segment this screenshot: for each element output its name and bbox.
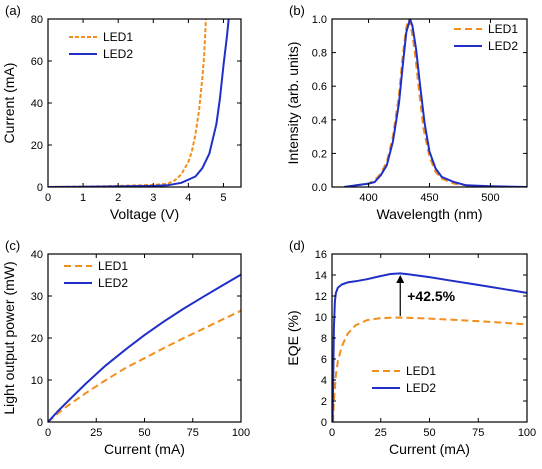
legend-label-led2: LED2 — [488, 39, 518, 53]
legend-label-led1: LED1 — [406, 364, 436, 378]
y-tick-label: 40 — [31, 98, 43, 110]
annotation-text: +42.5% — [407, 288, 455, 304]
y-tick-label: 40 — [31, 249, 43, 261]
series-line-led2 — [344, 19, 527, 187]
legend: LED1 LED2 — [454, 22, 518, 53]
panel-label: (b) — [289, 3, 305, 18]
y-tick-label: 60 — [31, 56, 43, 68]
x-tick-label: 450 — [420, 192, 438, 204]
y-tick-label: 14 — [315, 270, 327, 282]
series-line-led1 — [48, 309, 241, 422]
x-tick-label: 2 — [115, 192, 121, 204]
legend-label-led2: LED2 — [103, 47, 133, 61]
axes-frame — [331, 253, 528, 423]
series-line-led2 — [48, 273, 241, 422]
series-line-led2 — [332, 272, 527, 422]
y-tick-label: 0.4 — [312, 115, 327, 127]
panel-label: (c) — [5, 238, 20, 253]
legend-label-led1: LED1 — [488, 22, 518, 36]
x-axis-label: Current (mA) — [104, 441, 185, 457]
legend: LED1 LED2 — [372, 364, 436, 395]
y-axis-label: EQE (%) — [285, 310, 301, 365]
y-tick-label: 0.8 — [312, 48, 327, 60]
x-tick-label: 100 — [518, 427, 536, 439]
y-tick-label: 0 — [37, 182, 43, 194]
series-line-led1 — [344, 19, 527, 187]
x-tick-label: 500 — [481, 192, 499, 204]
y-tick-label: 0.6 — [312, 81, 327, 93]
axes-frame — [47, 253, 242, 423]
series-line-led1 — [332, 316, 527, 422]
chart-panel-0: 0 1 2 3 4 5 0 20 40 60 80 Voltage (V) Current (mA) (a… — [1, 3, 242, 222]
y-axis-label: Intensity (arb. units) — [285, 42, 301, 165]
annotation-arrow-head — [396, 275, 405, 284]
y-axis-label: Current (mA) — [1, 63, 17, 144]
y-tick-label: 0 — [37, 417, 43, 429]
legend-label-led1: LED1 — [98, 259, 128, 273]
y-tick-label: 1.0 — [312, 14, 327, 26]
legend: LED1 LED2 — [69, 30, 133, 61]
y-tick-label: 80 — [31, 14, 43, 26]
x-tick-label: 0 — [329, 427, 335, 439]
series-line-led1 — [48, 19, 207, 187]
x-tick-label: 5 — [220, 192, 226, 204]
x-tick-label: 3 — [150, 192, 156, 204]
x-tick-label: 4 — [185, 192, 191, 204]
y-axis-label: Light output power (mW) — [1, 261, 17, 414]
x-tick-label: 75 — [187, 427, 199, 439]
chart-panel-3: 0 25 50 75 100 0 2 4 6 8 10 12 14 16 Current (mA) EQE (… — [285, 238, 536, 457]
y-tick-label: 0 — [321, 417, 327, 429]
legend-label-led2: LED2 — [406, 381, 436, 395]
x-axis-label: Voltage (V) — [110, 206, 179, 222]
y-tick-label: 12 — [315, 291, 327, 303]
x-tick-label: 75 — [472, 427, 484, 439]
chart-panel-2: 0 25 50 75 100 0 10 20 30 40 Current (mA) Light out… — [1, 238, 250, 457]
x-tick-label: 1 — [80, 192, 86, 204]
series-line-led2 — [48, 19, 230, 187]
x-axis-label: Wavelength (nm) — [376, 206, 482, 222]
y-tick-label: 10 — [315, 312, 327, 324]
y-tick-label: 0.2 — [312, 148, 327, 160]
x-tick-label: 25 — [375, 427, 387, 439]
x-tick-label: 50 — [138, 427, 150, 439]
x-tick-label: 400 — [359, 192, 377, 204]
x-axis-label: Current (mA) — [389, 441, 470, 457]
x-tick-label: 100 — [232, 427, 250, 439]
y-tick-label: 0.0 — [312, 182, 327, 194]
legend: LED1 LED2 — [64, 259, 128, 290]
y-tick-label: 6 — [321, 354, 327, 366]
panel-label: (d) — [289, 238, 305, 253]
legend-label-led1: LED1 — [103, 30, 133, 44]
y-tick-label: 10 — [31, 375, 43, 387]
x-tick-label: 0 — [45, 192, 51, 204]
panel-label: (a) — [5, 3, 21, 18]
x-tick-label: 50 — [423, 427, 435, 439]
y-tick-label: 20 — [31, 140, 43, 152]
x-tick-label: 0 — [45, 427, 51, 439]
y-tick-label: 4 — [321, 375, 327, 387]
y-tick-label: 8 — [321, 333, 327, 345]
chart-panel-1: 400 450 500 0.0 0.2 0.4 0.6 0.8 1.0 Wavelength (n… — [285, 3, 528, 222]
x-tick-label: 25 — [90, 427, 102, 439]
y-tick-label: 2 — [321, 396, 327, 408]
legend-label-led2: LED2 — [98, 276, 128, 290]
y-tick-label: 20 — [31, 333, 43, 345]
y-tick-label: 16 — [315, 249, 327, 261]
axes-frame — [47, 18, 242, 188]
y-tick-label: 30 — [31, 291, 43, 303]
